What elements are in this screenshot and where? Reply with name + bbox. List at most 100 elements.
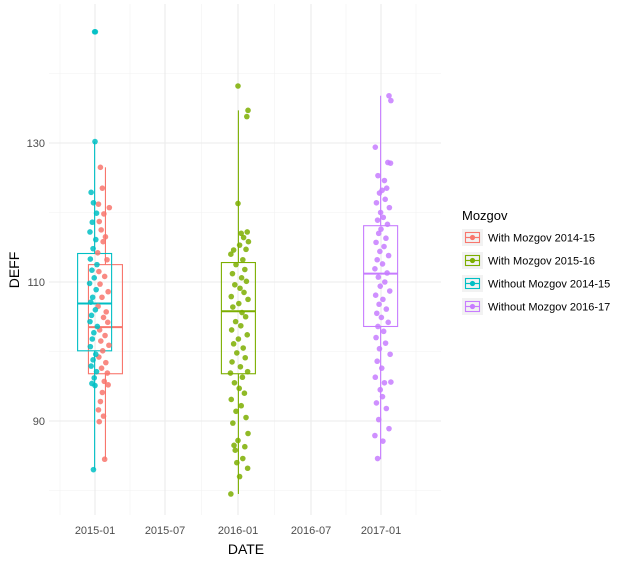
data-point <box>232 318 239 325</box>
data-point <box>242 443 248 450</box>
data-point <box>385 319 392 326</box>
data-point <box>93 210 100 216</box>
data-point <box>90 199 97 206</box>
data-point <box>374 310 380 317</box>
data-point <box>228 491 234 497</box>
boxplot-box <box>220 261 256 375</box>
boxplot-group <box>220 110 256 494</box>
legend-title: Mozgov <box>462 208 508 223</box>
data-point <box>235 200 241 207</box>
data-point <box>379 261 386 267</box>
data-point <box>94 323 101 330</box>
data-point <box>386 288 393 294</box>
data-point <box>91 329 97 336</box>
data-point <box>388 379 394 385</box>
data-point <box>99 389 106 396</box>
legend-key-point <box>469 280 476 287</box>
data-point <box>244 229 251 235</box>
data-point <box>244 368 251 375</box>
data-point <box>377 283 384 289</box>
data-point <box>386 92 392 99</box>
data-point <box>228 327 235 333</box>
data-point <box>233 408 239 415</box>
data-point <box>230 247 237 253</box>
data-point <box>97 164 104 171</box>
data-point <box>384 270 390 276</box>
data-point <box>89 219 96 226</box>
axis-layer: 90 110 130 2015-01 2015-07 2016-01 2016-07 2017… <box>27 138 402 537</box>
data-point <box>235 437 241 444</box>
data-point <box>378 226 384 232</box>
point-layer <box>86 29 394 497</box>
data-point <box>92 29 99 35</box>
data-point <box>372 265 378 272</box>
data-point <box>86 280 93 287</box>
data-point <box>240 256 246 263</box>
data-point <box>87 318 93 325</box>
data-point <box>244 465 251 472</box>
box-layer <box>77 95 399 494</box>
data-point <box>96 418 103 425</box>
data-point <box>382 279 388 285</box>
data-point <box>374 256 380 263</box>
y-axis-title: DEFF <box>6 252 22 289</box>
data-point <box>245 107 251 114</box>
data-point <box>101 378 108 385</box>
data-point <box>104 256 110 263</box>
data-point <box>242 313 249 320</box>
data-point <box>381 243 387 250</box>
data-point <box>238 322 244 329</box>
data-point <box>104 319 111 326</box>
data-point <box>92 351 99 358</box>
data-point <box>377 209 384 216</box>
data-point <box>92 236 99 243</box>
data-point <box>96 218 103 225</box>
data-point <box>386 425 392 432</box>
data-point <box>231 442 237 449</box>
data-point <box>245 296 251 303</box>
data-point <box>89 267 95 273</box>
data-point <box>242 354 249 361</box>
data-point <box>385 252 392 259</box>
data-point <box>242 266 248 273</box>
data-point <box>377 386 384 393</box>
data-point <box>236 242 243 248</box>
data-point <box>373 334 379 341</box>
data-point <box>243 246 249 253</box>
data-point <box>236 385 243 392</box>
data-point <box>98 338 104 344</box>
data-point <box>94 261 100 268</box>
data-point <box>87 229 93 235</box>
data-point <box>386 204 393 211</box>
data-point <box>94 250 101 256</box>
legend-items: With Mozgov 2014-15 With Mozgov 2015-16 Wi… <box>462 229 610 315</box>
data-point <box>232 281 238 288</box>
data-point <box>237 363 244 370</box>
data-point <box>375 274 382 280</box>
data-point <box>98 227 104 233</box>
data-point <box>90 245 96 252</box>
data-point <box>88 312 95 319</box>
data-point <box>97 281 103 287</box>
data-point <box>376 301 382 308</box>
data-point <box>240 455 246 462</box>
data-point <box>375 323 381 330</box>
data-point <box>374 217 381 223</box>
data-point <box>98 365 105 371</box>
data-point <box>383 185 390 191</box>
data-point <box>87 343 94 350</box>
data-point <box>101 211 107 217</box>
data-point <box>372 432 378 439</box>
data-point <box>372 374 379 381</box>
data-point <box>383 405 390 412</box>
data-point <box>382 340 389 346</box>
data-point <box>106 204 113 211</box>
data-point <box>230 304 236 310</box>
data-point <box>387 160 394 166</box>
data-point <box>236 300 242 307</box>
legend-label: Without Mozgov 2014-15 <box>488 279 610 291</box>
data-point <box>239 309 245 316</box>
data-point <box>100 238 106 245</box>
data-point <box>102 332 108 339</box>
